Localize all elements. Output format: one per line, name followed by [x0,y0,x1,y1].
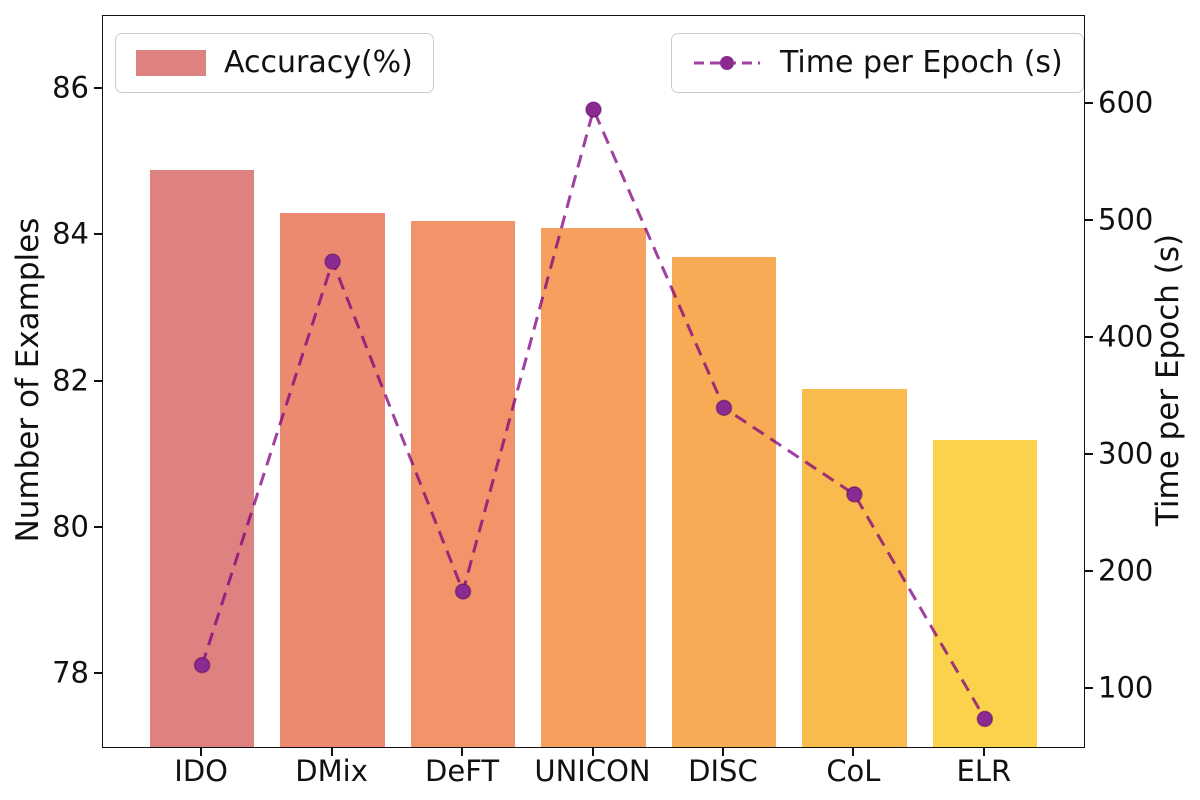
bar-UNICON [541,228,646,747]
left-tickmark-78 [94,671,102,674]
bar-ELR [932,439,1038,747]
plot-area [102,15,1085,748]
right-tickmark-300 [1085,452,1093,455]
right-tick-label-500: 500 [1098,202,1154,237]
x-tick-label-ELR: ELR [956,754,1012,788]
x-tickmark-DISC [721,748,724,756]
right-tickmark-600 [1085,101,1093,104]
legend-time-per-epoch: Time per Epoch (s) [671,33,1084,93]
x-tickmark-UNICON [591,748,594,756]
left-tick-label-82: 82 [52,363,89,397]
bar-DISC [671,257,777,747]
bar-IDO [149,169,255,747]
accuracy-legend-label: Accuracy(%) [224,45,413,80]
bar-DeFT [410,220,516,747]
bar-CoL [802,388,907,747]
right-tick-label-600: 600 [1098,85,1154,120]
right-tickmark-400 [1085,335,1093,338]
right-tick-label-400: 400 [1098,319,1154,354]
left-tickmark-82 [94,379,102,382]
right-tick-label-200: 200 [1098,553,1154,588]
legend-accuracy: Accuracy(%) [115,33,434,93]
x-tickmark-CoL [852,748,855,756]
left-tickmark-86 [94,87,102,90]
x-tick-label-DeFT: DeFT [425,754,500,788]
right-tickmark-100 [1085,686,1093,689]
accuracy-legend-swatch [136,50,206,76]
right-tickmark-200 [1085,569,1093,572]
bar-DMix [280,213,385,747]
x-tickmark-DeFT [461,748,464,756]
right-tickmark-500 [1085,218,1093,221]
x-tickmark-ELR [982,748,985,756]
left-tick-label-78: 78 [52,655,89,690]
x-tick-label-IDO: IDO [174,754,228,788]
left-tick-label-80: 80 [52,509,89,544]
right-tick-label-100: 100 [1098,670,1154,705]
x-tick-label-UNICON: UNICON [534,754,651,788]
x-tick-label-CoL: CoL [826,754,881,788]
time-legend-line-sample [694,56,760,70]
right-tick-label-300: 300 [1098,436,1154,471]
right-axis-label: Time per Epoch (s) [1150,233,1186,527]
x-tickmark-DMix [330,748,333,756]
left-tickmark-84 [94,233,102,236]
left-tick-label-84: 84 [52,216,89,251]
left-tick-label-86: 86 [52,70,89,105]
left-tickmark-80 [94,525,102,528]
x-tick-label-DMix: DMix [295,754,368,788]
x-tick-label-DISC: DISC [688,754,758,788]
time-legend-label: Time per Epoch (s) [780,45,1063,80]
x-tickmark-IDO [200,748,203,756]
time-marker-UNICON [585,101,602,118]
left-axis-label: Number of Examples [10,217,46,543]
